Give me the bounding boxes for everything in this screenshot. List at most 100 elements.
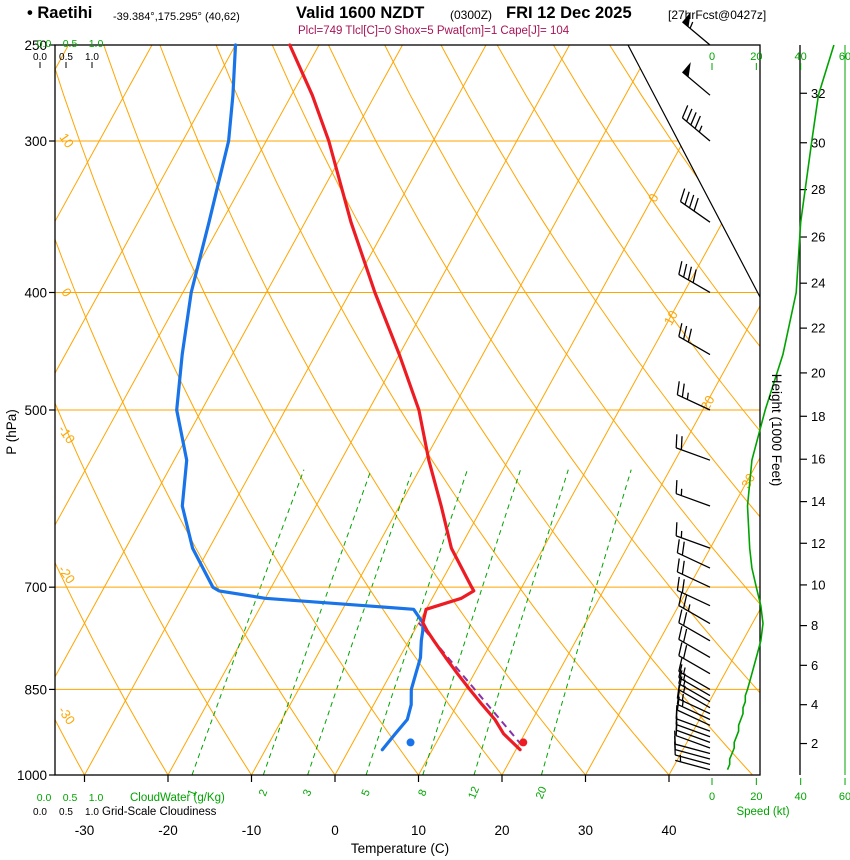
- height-tick-label: 30: [811, 135, 825, 150]
- wind-speed-profile: [726, 44, 835, 771]
- wind-barb: [678, 592, 711, 625]
- isotherm-line: [668, 45, 760, 775]
- mixing-ratio-label: 3: [301, 788, 314, 798]
- speed-tick-label-top: 40: [795, 51, 807, 63]
- height-tick-label: 16: [811, 452, 825, 467]
- cloudwater-tick-top: 0.0: [37, 38, 52, 50]
- wind-barb: [674, 741, 711, 765]
- cloudiness-tick-bottom: 1.0: [85, 807, 99, 818]
- adiabat-label: 10: [56, 130, 77, 150]
- mixing-ratio-line: [473, 469, 569, 775]
- pressure-tick-label: 300: [24, 134, 47, 149]
- height-tick-label: 10: [811, 577, 825, 592]
- wind-barb: [678, 670, 711, 703]
- height-tick-label: 18: [811, 409, 825, 424]
- wind-barb: [676, 696, 711, 726]
- height-axis-label: Height (1000 Feet): [769, 374, 784, 487]
- dry-adiabat-line: [496, 45, 760, 775]
- temperature-tick-label: 10: [411, 823, 426, 838]
- height-tick-label: 22: [811, 321, 825, 336]
- wind-barb: [678, 626, 711, 659]
- cloudiness-tick-top: 0.5: [59, 52, 73, 63]
- isotherm-label: 20: [697, 393, 717, 413]
- height-tick-label: 2: [811, 736, 818, 751]
- forecast-hour: [27hrFcst@0427z]: [668, 8, 767, 22]
- wind-barb: [682, 11, 711, 46]
- isotherm-label: 30: [738, 471, 758, 491]
- wind-barb: [676, 558, 711, 588]
- dry-adiabat-line: [552, 45, 760, 775]
- height-tick-label: 28: [811, 182, 825, 197]
- speed-tick-label-bottom: 0: [709, 791, 715, 803]
- cloudiness-tick-top: 1.0: [85, 52, 99, 63]
- wind-barb: [675, 522, 711, 549]
- speed-tick-label-top: 0: [709, 51, 715, 63]
- dry-adiabat-line: [55, 45, 169, 775]
- wind-barb: [678, 664, 711, 697]
- temperature-tick-label: -30: [75, 823, 95, 838]
- cloudwater-tick-bottom: 1.0: [89, 792, 104, 804]
- temperature-tick-label: -20: [158, 823, 178, 838]
- cloudiness-axis-label: Grid-Scale Cloudiness: [102, 806, 217, 818]
- dry-adiabat-line: [103, 45, 503, 775]
- pressure-gridlines: [55, 45, 760, 775]
- speed-tick-label-top: 20: [750, 51, 762, 63]
- speed-tick-label-bottom: 60: [839, 791, 850, 803]
- height-tick-label: 26: [811, 230, 825, 245]
- isotherm-line: [585, 45, 760, 775]
- mixing-ratio-label: 1: [185, 788, 198, 798]
- isotherm-label: 10: [661, 308, 681, 328]
- pressure-tick-label: 700: [24, 580, 47, 595]
- stability-indices: Plcl=749 Tlcl[C]=0 Shox=5 Pwat[cm]=1 Cap…: [298, 25, 570, 37]
- wind-barb: [675, 480, 711, 507]
- mixing-ratio-line: [262, 469, 372, 775]
- wind-barb: [678, 261, 711, 294]
- pressure-tick-label: 250: [24, 38, 47, 53]
- height-tick-label: 8: [811, 618, 818, 633]
- pressure-tick-label: 1000: [17, 768, 47, 783]
- wind-barb: [675, 710, 711, 738]
- plot-corner-cut-line: [627, 44, 761, 298]
- wind-barb: [678, 658, 711, 690]
- dry-adiabat-line: [440, 45, 760, 775]
- valid-time: Valid 1600 NZDT: [296, 4, 425, 22]
- isotherm-line: [55, 45, 153, 775]
- mixing-ratio-label: 20: [534, 785, 550, 801]
- station-coords: -39.384°,175.295° (40,62): [113, 11, 240, 23]
- isotherm-line: [55, 45, 236, 775]
- mixing-ratio-line: [191, 469, 305, 775]
- surface-blue-dot: [406, 738, 415, 747]
- dry-adiabat-line: [55, 45, 419, 775]
- wind-barb: [675, 434, 711, 461]
- mixing-ratio-label: 2: [257, 788, 270, 798]
- mixing-ratio-line: [365, 469, 468, 775]
- valid-date: FRI 12 Dec 2025: [506, 4, 632, 22]
- wind-barb: [676, 576, 711, 607]
- dry-adiabat-line: [215, 45, 670, 775]
- cloudiness-tick-top: 0.0: [33, 52, 47, 63]
- dry-adiabat-line: [55, 45, 252, 775]
- mixing-ratio-line: [540, 469, 632, 775]
- height-tick-label: 12: [811, 536, 825, 551]
- sounding-curves: [175, 43, 528, 752]
- mixing-ratio-label: 12: [466, 785, 482, 801]
- wind-barb: [676, 690, 711, 721]
- wind-barb: [676, 381, 711, 411]
- mixing-ratio-label: 8: [416, 788, 429, 798]
- height-tick-label: 24: [811, 276, 825, 291]
- mixing-ratio-lines: [191, 469, 632, 775]
- station-bullet: •: [27, 4, 33, 22]
- height-tick-label: 20: [811, 365, 825, 380]
- cloudiness-tick-bottom: 0.0: [33, 807, 47, 818]
- temperature-tick-label: -10: [242, 823, 262, 838]
- cloudiness-tick-bottom: 0.5: [59, 807, 73, 818]
- mixing-ratio-label: 5: [360, 788, 373, 798]
- wind-barb: [675, 754, 711, 771]
- cloudwater-tick-bottom: 0.0: [37, 792, 52, 804]
- adiabat-label: 0: [58, 285, 74, 300]
